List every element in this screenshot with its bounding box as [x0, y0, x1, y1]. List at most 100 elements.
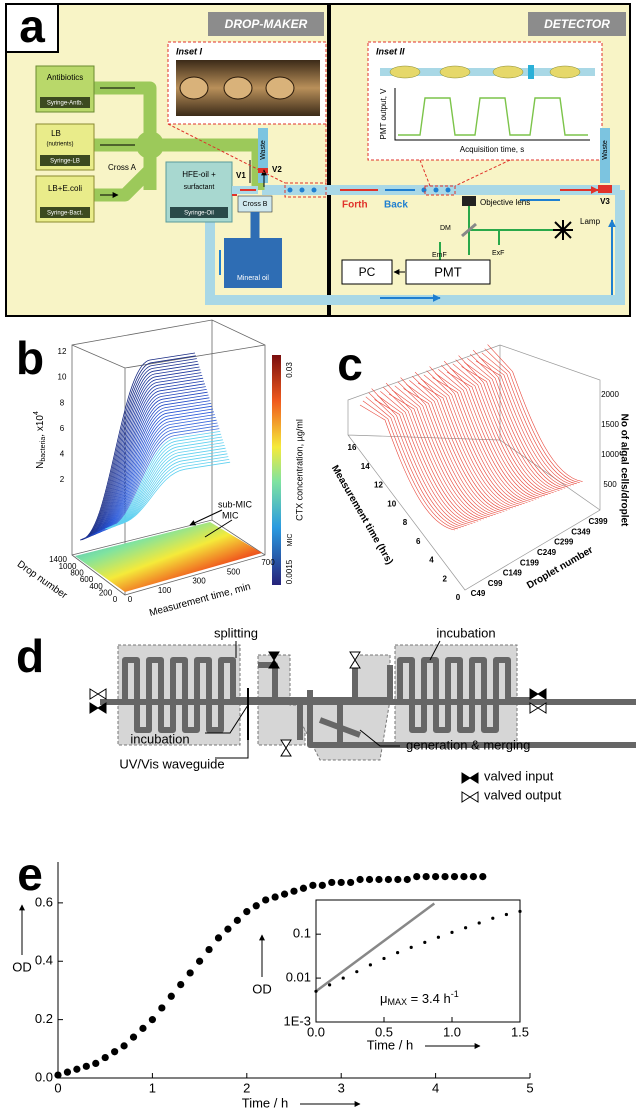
panel-b: b Nbacteria, x104 Drop number Measuremen… [15, 319, 304, 619]
label: PMT output, V [379, 88, 388, 140]
tick-label: 1400 [49, 555, 67, 564]
curve [89, 383, 205, 536]
fit-line [315, 902, 436, 993]
tick-label: 6 [416, 537, 421, 546]
tick-label: C49 [471, 589, 486, 598]
y-axis-label: OD [12, 959, 32, 974]
tick-label: 4 [429, 556, 434, 565]
tick-label: 10 [58, 373, 67, 382]
label: PC [359, 265, 376, 279]
label: valved output [484, 787, 562, 802]
tick-label: 0 [128, 595, 133, 604]
curve [461, 366, 557, 492]
channel [387, 657, 530, 733]
floor [75, 522, 262, 592]
point [214, 934, 223, 942]
curve [472, 349, 569, 488]
valves [89, 651, 547, 803]
point [280, 890, 289, 898]
point [73, 1065, 81, 1073]
point [290, 887, 298, 895]
point [101, 1053, 109, 1062]
point [54, 1071, 62, 1079]
point [271, 893, 279, 901]
curve [481, 352, 577, 485]
tick-label: C199 [520, 558, 540, 567]
label: valved input [484, 768, 554, 783]
label: Objective lens [480, 198, 530, 207]
tick-label: C349 [571, 527, 591, 536]
label: LB [51, 129, 61, 138]
axis-label: Droplet number [525, 545, 595, 592]
tick-label: 500 [603, 480, 617, 489]
point [477, 921, 481, 925]
curve [92, 391, 208, 535]
curve [84, 366, 200, 539]
beam [528, 65, 534, 79]
label: Waste [260, 140, 267, 160]
point [129, 1033, 138, 1041]
panel-e: e 0 1 2 3 4 5 0.0 0.2 0.4 0.6 Time / h OD 0.0 0.5 1.0 1… [12, 848, 533, 1110]
channels [100, 657, 636, 748]
point [356, 875, 364, 884]
cross [136, 131, 164, 159]
channel [258, 662, 358, 700]
curve [377, 395, 473, 524]
header-bar [528, 12, 626, 36]
point [460, 872, 468, 881]
curve [435, 373, 531, 502]
point [394, 875, 402, 884]
point [309, 881, 317, 889]
label: ExF [492, 250, 504, 257]
curve [414, 371, 511, 510]
syringe [35, 65, 95, 113]
tick-label: 0 [113, 595, 118, 604]
tick-label: 6 [60, 424, 65, 433]
curve [87, 375, 203, 538]
label: (nutrients) [46, 142, 73, 148]
curve [484, 348, 580, 483]
colorbar-tick: 0.0015 [285, 559, 294, 584]
tick-label: 12 [58, 347, 67, 356]
tick-label: 1000 [59, 562, 77, 571]
point [396, 951, 400, 955]
label: Acquisition time, s [460, 145, 524, 154]
valve [268, 651, 280, 669]
valve [461, 791, 479, 803]
valve [598, 185, 612, 193]
point [441, 872, 449, 881]
droplets [287, 187, 451, 193]
colorbar [272, 355, 281, 585]
curves [359, 344, 583, 531]
curve [97, 408, 214, 533]
point [365, 875, 374, 884]
tick-label: 600 [80, 575, 94, 584]
panel-a: a DROP-MAKER DETECTOR Antibiotics Syring… [5, 0, 631, 317]
curve [380, 391, 476, 523]
point [450, 930, 454, 934]
curve [368, 392, 464, 527]
droplets [389, 65, 581, 79]
tick-label: 400 [89, 582, 103, 591]
annotation-part: MAX [388, 997, 408, 1007]
point [92, 1059, 100, 1068]
point [111, 1048, 119, 1056]
valve [89, 702, 107, 714]
curve [79, 352, 196, 541]
curve [365, 396, 461, 529]
arrow [100, 87, 135, 195]
point [205, 945, 213, 954]
tick-label: C99 [488, 579, 503, 588]
tick-label: 500 [227, 567, 241, 576]
curve [438, 369, 534, 501]
curve [440, 364, 537, 500]
point [491, 916, 495, 920]
point [382, 956, 386, 961]
point [243, 908, 251, 916]
point [177, 980, 185, 989]
curve [452, 363, 548, 496]
point [139, 1024, 147, 1032]
point [384, 875, 392, 884]
panel-label: b [16, 332, 44, 384]
axis-label: Nbacteria, x104 [33, 411, 47, 469]
